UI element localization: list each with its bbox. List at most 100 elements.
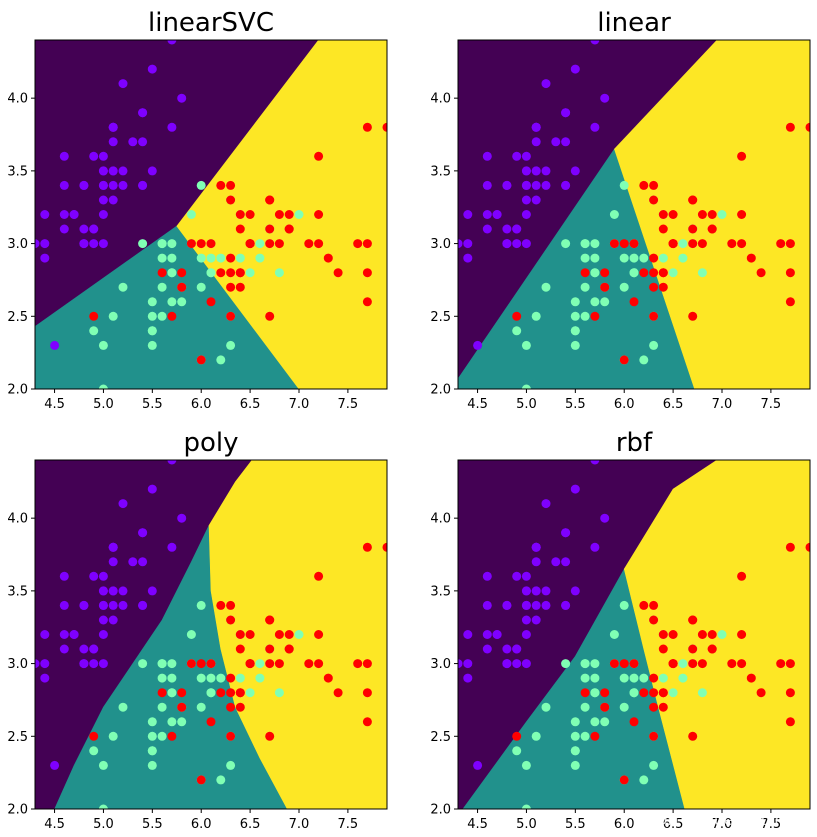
point-virginica [639,268,649,278]
point-virginica [362,659,372,669]
point-versicolor [294,210,304,219]
point-virginica [737,210,747,219]
point-versicolor [89,326,99,336]
point-virginica [226,688,236,698]
point-versicolor [570,760,580,770]
point-setosa [458,239,463,249]
y-tick-label: 3.0 [7,657,28,672]
point-versicolor [177,297,187,307]
point-virginica [353,659,363,669]
point-virginica [89,311,99,321]
point-virginica [600,688,610,698]
subplot-linear: 4.5 5.0 5.5 6.0 6.5 7.0 7.5 2.0 2.5 3.0 3.5 4.0 line… [430,8,811,412]
point-versicolor [157,239,167,249]
point-virginica [658,224,668,234]
point-versicolor [570,297,580,307]
point-setosa [512,571,522,581]
point-setosa [89,239,99,249]
point-virginica [737,659,747,669]
point-virginica [668,239,678,249]
y-tick-label: 2.0 [7,803,28,818]
point-setosa [89,644,99,654]
point-versicolor [186,630,196,639]
y-tick-label: 4.0 [7,92,28,107]
point-versicolor [186,210,196,219]
x-tick-label: 4.5 [44,397,65,412]
point-versicolor [580,673,590,683]
point-virginica [235,210,245,219]
point-versicolor [678,239,688,249]
point-virginica [658,644,668,654]
point-versicolor [98,340,108,350]
point-versicolor [678,253,688,263]
point-versicolor [590,659,600,669]
point-versicolor [255,253,265,263]
point-virginica [737,239,747,249]
point-versicolor [147,746,157,756]
point-virginica [167,731,177,741]
point-versicolor [216,775,226,785]
y-tick-label: 3.0 [430,657,451,672]
point-virginica [157,688,167,698]
subplot-linearSVC: 4.5 5.0 5.5 6.0 6.5 7.0 7.5 2.0 2.5 3.0 3.5 4.0 line… [7,8,388,412]
point-virginica [235,688,245,698]
point-setosa [531,542,541,552]
point-setosa [482,210,492,219]
point-setosa [502,224,512,234]
point-versicolor [541,282,551,292]
point-versicolor [570,326,580,336]
point-setosa [512,659,522,669]
point-versicolor [89,746,99,756]
point-virginica [629,659,639,669]
point-virginica [323,253,333,263]
point-versicolor [561,659,571,669]
point-versicolor [600,717,610,727]
point-setosa [521,151,531,161]
point-setosa [118,166,128,176]
point-setosa [118,600,128,610]
point-setosa [482,180,492,190]
point-versicolor [570,340,580,350]
point-setosa [50,340,60,350]
x-tick-label: 6.0 [191,397,212,412]
point-setosa [59,571,69,581]
point-virginica [619,775,629,785]
point-virginica [649,615,659,625]
point-versicolor [541,702,551,712]
point-virginica [658,702,668,712]
point-setosa [551,557,561,567]
subplot-title: linear [597,8,671,38]
y-tick-label: 3.0 [430,237,451,252]
point-setosa [492,210,502,219]
y-tick-label: 2.0 [430,383,451,398]
point-virginica [235,224,245,234]
point-setosa [59,644,69,654]
point-setosa [108,180,118,190]
point-setosa [473,760,483,770]
point-setosa [531,600,541,610]
point-virginica [314,659,324,669]
plot-area [35,460,387,809]
point-setosa [138,137,148,147]
point-setosa [59,630,69,639]
point-setosa [512,644,522,654]
point-virginica [216,268,226,278]
point-setosa [35,239,40,249]
point-versicolor [245,268,255,278]
point-versicolor [216,253,226,263]
point-versicolor [521,384,531,389]
point-setosa [600,513,610,523]
point-virginica [658,688,668,698]
point-setosa [482,630,492,639]
point-virginica [688,659,698,669]
point-versicolor [147,731,157,741]
point-setosa [59,210,69,219]
point-virginica [333,688,343,698]
point-virginica [314,239,324,249]
y-tick-label: 3.5 [7,164,28,179]
y-tick-label: 4.0 [430,512,451,527]
x-tick-label: 5.0 [516,817,537,832]
point-versicolor [196,702,206,712]
point-virginica [157,268,167,278]
